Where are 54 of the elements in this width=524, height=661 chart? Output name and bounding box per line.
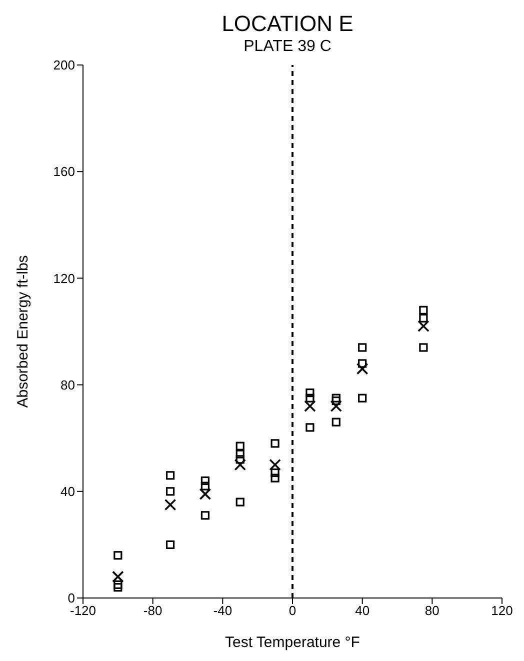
point (112, 570, 124, 583)
y-tick-label: 120 (53, 270, 75, 286)
point (200, 482, 210, 490)
point (332, 418, 340, 426)
point (166, 487, 175, 496)
chart-subtitle: PLATE 39 C (242, 38, 332, 56)
point (419, 314, 428, 322)
point (306, 388, 314, 398)
y-tick-label: 0 (68, 590, 75, 606)
x-tick-label: 80 (424, 603, 440, 618)
point (270, 474, 280, 482)
point (304, 400, 316, 412)
y-tick-label: 80 (60, 377, 75, 392)
point (306, 394, 314, 402)
point (236, 450, 244, 458)
point (236, 455, 244, 464)
point (270, 468, 280, 478)
point (234, 458, 246, 471)
point (269, 458, 281, 471)
point (236, 498, 244, 506)
point (418, 320, 430, 332)
point (114, 551, 122, 560)
y-tick-label: 40 (60, 484, 75, 500)
y-tick-label: 160 (53, 164, 75, 180)
point (358, 359, 367, 368)
point (164, 498, 176, 511)
chart-title: LOCATION E (220, 11, 354, 36)
point (114, 583, 122, 592)
point (236, 442, 244, 450)
x-tick-label: -120 (70, 603, 96, 618)
x-tick-label: -80 (143, 603, 162, 618)
point (270, 439, 280, 448)
point (330, 400, 342, 412)
point (356, 362, 368, 375)
point (166, 471, 175, 480)
x-tick-label: 120 (491, 603, 513, 618)
x-tick-label: -40 (213, 603, 232, 618)
y-axis-title: Absorbed Energy ft-lbs (14, 255, 32, 408)
x-tick-label: 40 (355, 603, 370, 618)
point (332, 394, 340, 402)
y-tick-label: 200 (53, 58, 75, 73)
point (419, 343, 428, 352)
point (200, 476, 210, 486)
point (358, 394, 367, 402)
point (200, 511, 210, 520)
point (114, 580, 122, 589)
point (166, 540, 175, 549)
point (306, 423, 314, 432)
x-tick-label: 0 (288, 603, 296, 618)
x-axis-title: Test Temperature °F (225, 634, 360, 651)
point (199, 488, 212, 500)
point (332, 396, 340, 406)
point (358, 343, 367, 352)
point (419, 306, 428, 314)
